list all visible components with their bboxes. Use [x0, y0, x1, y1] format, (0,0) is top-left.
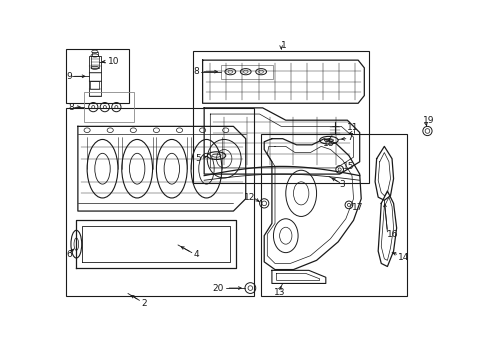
Text: 2: 2 — [141, 299, 147, 308]
Bar — [92, 52, 98, 56]
Bar — [221, 65, 273, 78]
Bar — [89, 56, 101, 96]
Text: 15: 15 — [343, 162, 354, 171]
Bar — [66, 108, 254, 296]
Text: 4: 4 — [194, 251, 199, 260]
Text: 14: 14 — [398, 253, 410, 262]
Bar — [91, 55, 98, 68]
Text: 9: 9 — [66, 72, 72, 81]
Text: 10: 10 — [108, 57, 120, 66]
Text: 1: 1 — [281, 41, 287, 50]
Text: 11: 11 — [347, 123, 359, 132]
Text: 19: 19 — [423, 116, 434, 125]
Bar — [66, 49, 129, 103]
Text: 13: 13 — [273, 288, 285, 297]
Bar — [194, 51, 369, 183]
Text: 17: 17 — [352, 203, 364, 212]
Text: 7: 7 — [347, 132, 353, 141]
Bar — [261, 134, 408, 296]
Bar — [90, 81, 99, 89]
Text: 5: 5 — [196, 154, 201, 163]
Text: 8: 8 — [69, 103, 74, 112]
Text: 16: 16 — [388, 230, 399, 239]
Text: 20: 20 — [213, 284, 224, 293]
Text: 3: 3 — [340, 180, 345, 189]
Text: 12: 12 — [244, 193, 256, 202]
Text: 8: 8 — [194, 67, 199, 76]
Bar — [84, 93, 134, 122]
Text: 6: 6 — [66, 251, 72, 260]
Text: 18: 18 — [323, 139, 334, 148]
